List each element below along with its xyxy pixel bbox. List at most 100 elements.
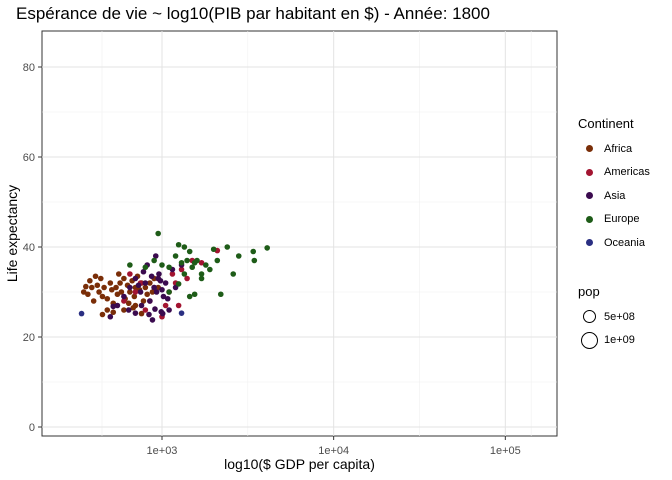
legend-label: Europe: [604, 213, 640, 226]
legend-dot: [585, 215, 593, 223]
y-tick-label: 60: [23, 152, 35, 164]
legend-label: Oceania: [604, 236, 645, 249]
data-point: [198, 275, 205, 282]
data-point: [142, 307, 149, 313]
data-point: [156, 271, 162, 277]
data-point: [184, 275, 190, 282]
data-point: [137, 289, 144, 295]
size-legend-item: 1e+09: [578, 329, 635, 353]
data-point: [121, 298, 127, 304]
data-point: [214, 257, 221, 264]
data-point: [104, 295, 111, 302]
data-point: [251, 257, 258, 264]
legend-item-oceania: Oceania: [578, 231, 672, 255]
legend-item-africa: Africa: [578, 137, 672, 161]
y-axis-title: Life expectancy: [4, 185, 20, 282]
data-point: [207, 266, 213, 273]
data-point: [121, 307, 127, 313]
data-point: [151, 257, 157, 264]
y-tick-label: 40: [23, 242, 35, 254]
data-point: [110, 303, 117, 310]
size-ring-small: [582, 310, 596, 324]
data-point: [164, 295, 171, 302]
data-point: [107, 280, 114, 286]
legend-label: Asia: [604, 189, 626, 202]
legend-label: Africa: [604, 142, 633, 155]
data-point: [198, 271, 205, 277]
data-point: [107, 313, 114, 320]
data-point: [178, 310, 185, 316]
data-point: [118, 289, 125, 295]
data-point: [264, 245, 270, 251]
data-point: [117, 280, 123, 286]
data-point: [110, 309, 117, 316]
data-point: [198, 259, 205, 266]
legend-dot: [585, 145, 593, 153]
size-legend: pop 5e+08 1e+09: [578, 284, 635, 352]
data-point: [127, 284, 133, 291]
data-point: [142, 264, 149, 271]
grid-lines: [42, 31, 557, 436]
data-point: [130, 304, 137, 311]
data-point: [186, 293, 193, 300]
data-point: [78, 310, 85, 317]
data-point: [147, 298, 153, 304]
data-points: [78, 230, 270, 323]
data-point: [175, 281, 182, 287]
data-point: [203, 262, 209, 268]
data-point: [121, 275, 127, 282]
data-point: [175, 302, 182, 309]
y-tick-label: 80: [23, 62, 35, 74]
data-point: [159, 286, 165, 293]
data-point: [153, 289, 160, 295]
data-point: [99, 311, 106, 318]
y-tick-label: 20: [23, 332, 35, 344]
data-point: [152, 306, 158, 312]
data-point: [108, 286, 115, 293]
data-point: [181, 271, 188, 277]
data-point: [140, 298, 147, 304]
data-point: [101, 284, 107, 291]
data-point: [189, 264, 196, 271]
data-point: [114, 302, 121, 309]
legend-item-asia: Asia: [578, 184, 672, 208]
data-point: [132, 310, 139, 316]
data-point: [127, 271, 133, 277]
data-point: [142, 280, 149, 286]
data-point: [210, 246, 217, 253]
data-point: [125, 300, 132, 307]
data-point: [152, 253, 159, 259]
data-point: [92, 273, 99, 280]
y-axis-ticks: 0 20 40 60 80: [23, 62, 42, 434]
data-point: [135, 282, 142, 289]
data-point: [147, 280, 153, 286]
legend-label: Americas: [604, 166, 650, 179]
size-legend-item: 5e+08: [578, 305, 635, 329]
data-point: [181, 244, 188, 250]
data-point: [88, 284, 95, 291]
y-tick-label: 0: [29, 422, 35, 434]
data-point: [104, 307, 111, 313]
data-point: [115, 271, 122, 277]
size-ring-large: [580, 331, 598, 349]
data-point: [140, 268, 147, 275]
size-legend-label: 1e+09: [604, 334, 635, 347]
data-point: [169, 271, 176, 277]
data-point: [159, 262, 165, 268]
data-point: [250, 248, 257, 255]
data-point: [184, 257, 190, 264]
data-point: [194, 257, 200, 264]
color-legend: Continent Africa Americas Asia Europe Oceani…: [578, 116, 672, 255]
x-axis-ticks: 1e+03 1e+04 1e+05: [147, 436, 521, 457]
data-point: [191, 291, 198, 298]
legend-item-americas: Americas: [578, 161, 672, 185]
x-tick-label: 1e+05: [490, 445, 521, 457]
legend-dot: [585, 192, 593, 200]
data-point: [85, 291, 91, 298]
data-point: [149, 289, 156, 295]
legend-dot: [585, 168, 593, 176]
data-point: [146, 311, 152, 318]
data-point: [166, 289, 172, 295]
data-point: [138, 302, 145, 309]
